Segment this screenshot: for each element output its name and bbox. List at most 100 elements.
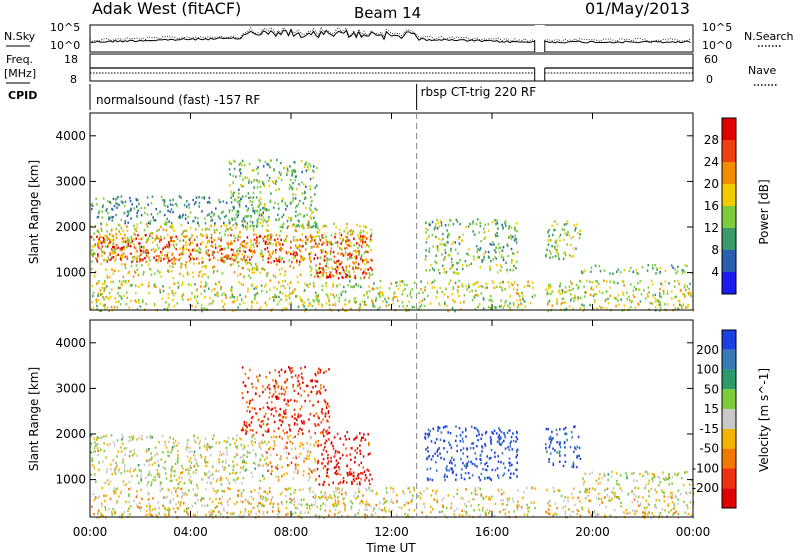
scatter-cell xyxy=(281,385,283,388)
scatter-cell xyxy=(336,432,339,435)
scatter-cell xyxy=(165,229,168,232)
scatter-cell xyxy=(173,229,175,232)
scatter-cell xyxy=(113,246,115,249)
scatter-cell xyxy=(238,437,241,440)
scatter-cell xyxy=(179,239,181,242)
scatter-cell xyxy=(511,258,513,262)
scatter-cell xyxy=(254,452,257,456)
scatter-cell xyxy=(346,222,348,226)
scatter-cell xyxy=(329,273,332,277)
scatter-cell xyxy=(484,468,487,471)
scatter-cell xyxy=(548,234,550,238)
scatter-cell xyxy=(225,459,227,462)
scatter-cell xyxy=(146,484,149,487)
scatter-cell xyxy=(430,458,433,461)
scatter-cell xyxy=(280,423,283,427)
scatter-cell xyxy=(591,471,593,474)
scatter-cell xyxy=(605,290,608,294)
scatter-cell xyxy=(591,487,594,490)
scatter-cell xyxy=(373,305,376,308)
scatter-cell xyxy=(651,478,653,481)
scatter-cell xyxy=(353,297,356,300)
scatter-cell xyxy=(222,465,224,468)
scatter-cell xyxy=(570,492,573,495)
scatter-cell xyxy=(658,484,660,487)
scatter-cell xyxy=(229,257,231,260)
scatter-cell xyxy=(206,504,209,507)
scatter-cell xyxy=(213,287,216,291)
scatter-cell xyxy=(146,504,148,508)
scatter-cell xyxy=(343,230,346,233)
scatter-cell xyxy=(189,241,192,245)
scatter-cell xyxy=(500,299,502,302)
scatter-cell xyxy=(463,502,466,506)
scatter-cell xyxy=(359,502,361,505)
scatter-cell xyxy=(167,293,170,296)
scatter-cell xyxy=(489,265,491,268)
scatter-cell xyxy=(100,512,102,515)
scatter-cell xyxy=(600,306,602,309)
scatter-cell xyxy=(674,473,676,476)
scatter-cell xyxy=(570,243,572,247)
scatter-cell xyxy=(308,472,310,476)
scatter-cell xyxy=(260,250,263,253)
scatter-cell xyxy=(360,285,362,289)
scatter-cell xyxy=(223,292,225,295)
scatter-cell xyxy=(185,446,188,449)
scatter-cell xyxy=(332,274,335,278)
scatter-cell xyxy=(270,498,273,502)
scatter-cell xyxy=(338,228,341,231)
scatter-cell xyxy=(262,391,264,394)
scatter-cell xyxy=(349,453,351,456)
scatter-cell xyxy=(162,451,164,454)
scatter-cell xyxy=(646,513,649,516)
scatter-cell xyxy=(431,478,434,482)
scatter-cell xyxy=(233,198,236,202)
scatter-cell xyxy=(232,460,234,463)
scatter-cell xyxy=(460,496,463,500)
scatter-cell xyxy=(333,436,336,439)
scatter-cell xyxy=(462,497,465,500)
scatter-cell xyxy=(570,236,573,240)
scatter-cell xyxy=(632,472,635,475)
scatter-cell xyxy=(218,460,220,464)
scatter-cell xyxy=(593,307,595,310)
scatter-cell xyxy=(344,251,347,254)
scatter-cell xyxy=(323,399,326,402)
scatter-cell xyxy=(193,450,196,454)
scatter-cell xyxy=(463,294,466,297)
scatter-cell xyxy=(323,434,325,438)
scatter-cell xyxy=(120,255,122,258)
scatter-cell xyxy=(194,249,196,252)
scatter-cell xyxy=(267,242,269,246)
scatter-cell xyxy=(121,442,124,446)
scatter-cell xyxy=(226,500,229,503)
scatter-cell xyxy=(170,239,172,242)
scatter-cell xyxy=(285,386,288,389)
scatter-cell xyxy=(345,226,348,230)
scatter-cell xyxy=(579,490,581,494)
scatter-cell xyxy=(211,512,213,515)
scatter-cell xyxy=(105,268,107,271)
scatter-cell xyxy=(469,222,471,226)
scatter-cell xyxy=(452,263,454,267)
scatter-cell xyxy=(303,190,306,194)
scatter-cell xyxy=(299,408,301,411)
scatter-cell xyxy=(227,487,230,490)
scatter-cell xyxy=(344,435,346,438)
scatter-cell xyxy=(258,242,260,245)
scatter-cell xyxy=(337,450,339,454)
scatter-cell xyxy=(357,473,360,476)
scatter-cell xyxy=(116,206,118,209)
scatter-cell xyxy=(201,478,203,481)
scatter-cell xyxy=(625,508,628,512)
scatter-cell xyxy=(283,388,285,391)
scatter-cell xyxy=(237,260,240,264)
scatter-cell xyxy=(224,260,226,263)
scatter-cell xyxy=(309,185,312,188)
scatter-cell xyxy=(409,293,411,296)
scatter-cell xyxy=(559,460,561,463)
scatter-cell xyxy=(134,227,136,231)
scatter-cell xyxy=(280,249,282,252)
scatter-cell xyxy=(269,166,271,169)
